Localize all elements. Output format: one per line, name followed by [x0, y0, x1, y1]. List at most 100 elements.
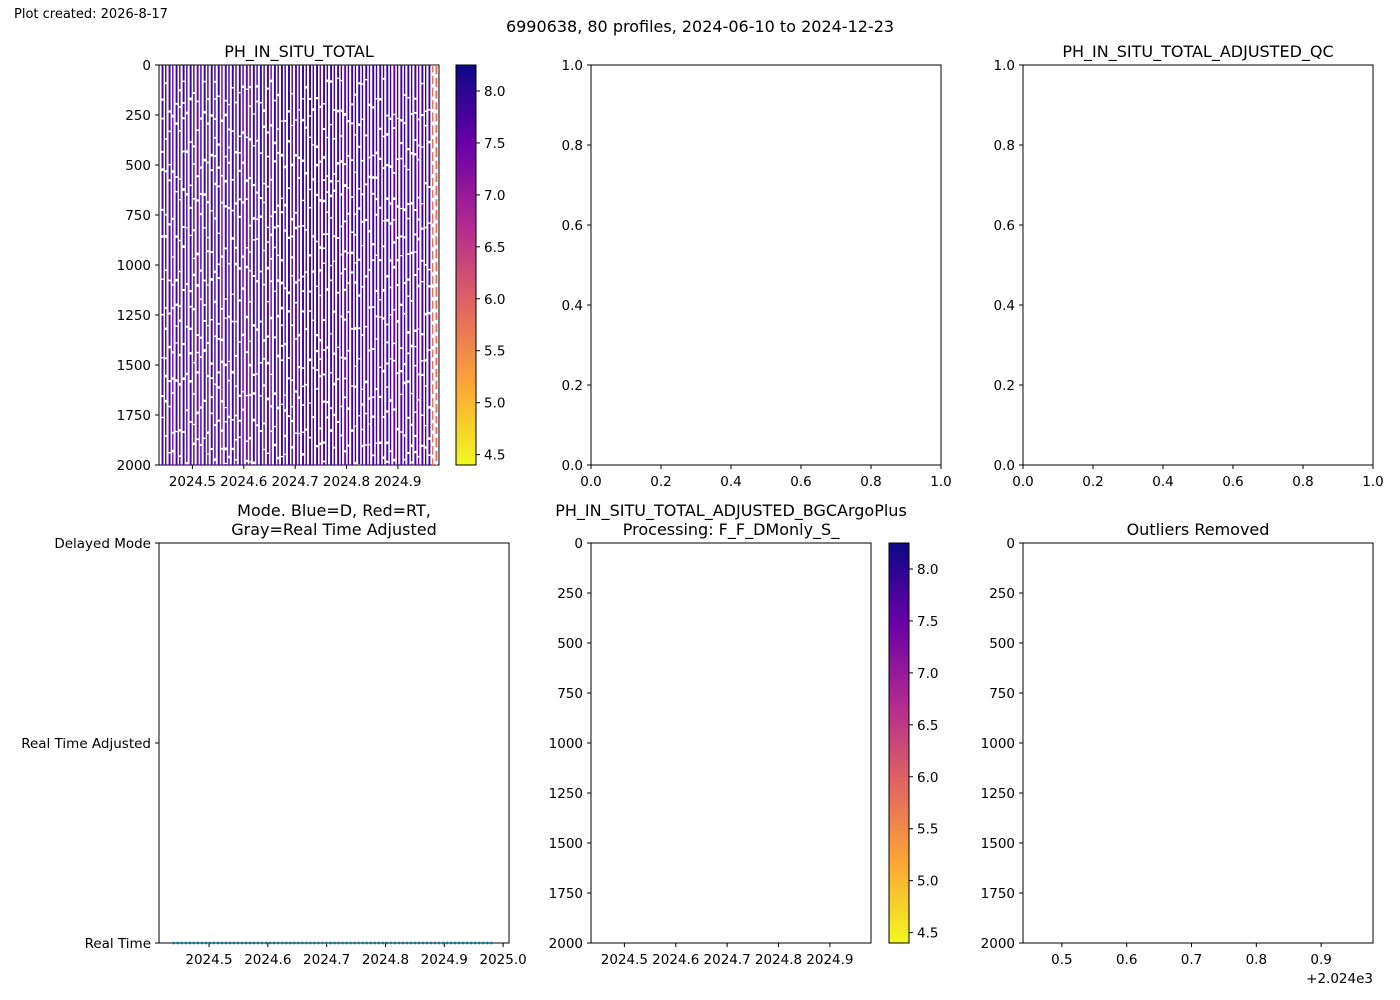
profile-segment: [235, 322, 237, 355]
profile-segment: [291, 220, 293, 236]
profile-segment: [214, 272, 216, 301]
profile-segment: [207, 203, 209, 237]
profile-segment: [365, 277, 368, 326]
profile-segment: [340, 65, 343, 80]
y-tick-label: 0.2: [994, 378, 1015, 394]
profile-segment: [214, 185, 216, 218]
profile-segment: [295, 303, 297, 339]
profile-segment: [277, 459, 279, 465]
profile-segment: [165, 377, 167, 400]
profile-segment: [431, 125, 434, 136]
profile-segment: [172, 172, 174, 218]
panel-outliers: 0.5 0.6 0.7 0.8 0.9 0 250 500 750 1000 1250 1500 175…: [981, 520, 1374, 987]
profile-segment: [323, 462, 326, 465]
profile-segment: [410, 425, 413, 445]
profile-segment: [273, 213, 276, 227]
profile-segment: [309, 208, 311, 255]
profile-segment: [196, 102, 199, 130]
profile-segment: [256, 282, 258, 329]
mode-point: [300, 941, 304, 945]
mode-point: [228, 941, 232, 945]
profile-segment: [428, 223, 431, 269]
profile-segment: [330, 218, 333, 265]
mode-point: [244, 941, 248, 945]
profile-segment: [375, 215, 378, 255]
profile-segment: [175, 281, 178, 304]
y-tick-label: 250: [557, 586, 583, 602]
profile-segment: [196, 440, 199, 465]
profile-segment: [179, 307, 181, 320]
profile-segment: [193, 147, 195, 164]
profile-segment: [287, 142, 290, 188]
y-tick-label: 250: [989, 586, 1015, 602]
mode-point: [212, 941, 216, 945]
profile-segment: [196, 286, 199, 335]
profile-segment: [428, 408, 431, 438]
profile-segment: [354, 135, 357, 172]
profile-segment: [431, 65, 434, 73]
profile-segment: [291, 94, 293, 125]
profile-segment: [252, 394, 255, 419]
profile-segment: [431, 189, 434, 198]
profile-segment: [235, 416, 237, 440]
profile-segment: [431, 76, 434, 84]
mode-point: [317, 941, 320, 945]
y-tick-label: 750: [557, 686, 583, 702]
profile-segment: [396, 207, 399, 237]
profile-segment: [217, 279, 220, 323]
profile-segment: [393, 65, 396, 114]
profile-segment: [344, 252, 347, 269]
profile-segment: [393, 243, 396, 266]
profile-segment: [312, 65, 314, 109]
profile-segment: [165, 172, 167, 214]
profile-segment: [340, 274, 343, 316]
y-tick-label: 1250: [981, 786, 1015, 802]
profile-segment: [182, 345, 185, 378]
profile-segment: [337, 422, 340, 465]
profile-segment: [238, 421, 241, 437]
profile-segment: [368, 399, 371, 424]
profile-segment: [238, 153, 241, 170]
profile-segment: [207, 343, 209, 375]
profile-segment: [389, 359, 392, 400]
profile-segment: [161, 358, 164, 396]
profile-segment: [168, 65, 171, 111]
profile-segment: [277, 255, 279, 280]
profile-segment: [375, 292, 378, 316]
profile-segment: [417, 198, 420, 219]
profile-segment: [238, 137, 241, 153]
figure-suptitle: 6990638, 80 profiles, 2024-06-10 to 2024…: [506, 17, 894, 36]
profile-segment: [340, 111, 343, 136]
profile-segment: [214, 82, 216, 99]
profile-segment: [421, 261, 424, 282]
profile-segment: [435, 236, 438, 246]
x-tick-label: 0.8: [860, 474, 881, 490]
profile-segment: [182, 432, 185, 465]
profile-segment: [407, 382, 410, 417]
profile-segment: [337, 181, 340, 238]
profile-segment: [284, 345, 286, 395]
profile-segment: [291, 258, 293, 276]
profile-segment: [231, 211, 234, 238]
profile-segment: [203, 113, 206, 159]
profile-segment: [368, 308, 371, 350]
profile-segment: [287, 379, 290, 416]
profile-segment: [316, 336, 319, 350]
profile-segment: [309, 438, 311, 465]
profile-segment: [182, 291, 185, 343]
profile-segment: [421, 116, 424, 147]
profile-segment: [168, 407, 171, 452]
profile-segment: [386, 116, 389, 134]
profile-segment: [382, 247, 385, 290]
profile-segment: [179, 457, 181, 465]
profile-segment: [316, 352, 319, 370]
profile-segment: [273, 228, 276, 247]
profile-segment: [277, 281, 279, 315]
profile-segment: [165, 139, 167, 171]
profile-segment: [210, 378, 213, 397]
profile-segment: [333, 416, 336, 447]
profile-segment: [379, 300, 382, 317]
profile-segment: [302, 368, 304, 386]
profile-segment: [344, 222, 347, 251]
colorbar-tick-label: 8.0: [484, 84, 505, 100]
